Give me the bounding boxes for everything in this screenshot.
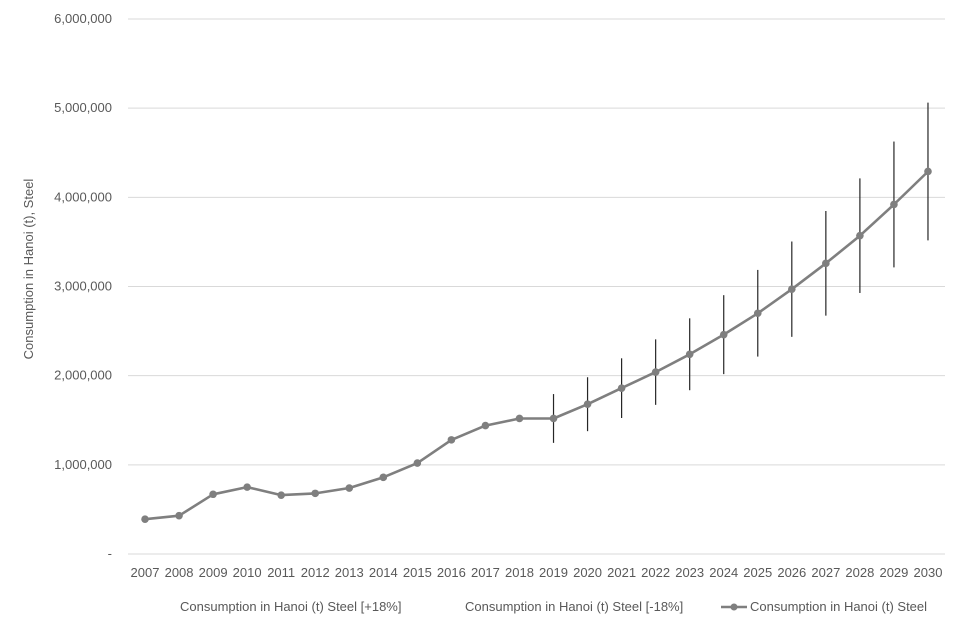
legend-marker-swatch bbox=[730, 603, 738, 611]
data-point bbox=[209, 490, 217, 499]
data-point bbox=[651, 368, 660, 376]
data-point bbox=[719, 330, 728, 339]
x-tick-label: 2027 bbox=[811, 565, 840, 580]
x-tick-label: 2025 bbox=[743, 565, 772, 580]
data-point bbox=[175, 511, 183, 520]
x-tick-label: 2016 bbox=[437, 565, 466, 580]
x-tick-label: 2007 bbox=[131, 565, 160, 580]
x-tick-label: 2021 bbox=[607, 565, 636, 580]
data-point bbox=[617, 384, 626, 392]
x-tick-label: 2022 bbox=[641, 565, 670, 580]
data-point bbox=[243, 483, 251, 491]
data-point bbox=[856, 231, 864, 240]
data-point bbox=[890, 200, 898, 209]
x-tick-label: 2010 bbox=[233, 565, 262, 580]
data-point bbox=[685, 350, 694, 359]
data-point bbox=[583, 400, 592, 409]
x-tick-label: 2008 bbox=[165, 565, 194, 580]
y-tick-label: 6,000,000 bbox=[54, 11, 112, 26]
legend-item-upper-bound: Consumption in Hanoi (t) Steel [+18%] bbox=[180, 599, 401, 614]
data-point bbox=[379, 473, 388, 482]
y-tick-labels: - 1,000,000 2,000,000 3,000,000 4,000,000 5,0… bbox=[54, 11, 112, 561]
x-tick-label: 2019 bbox=[539, 565, 568, 580]
data-point bbox=[277, 491, 285, 499]
data-points bbox=[141, 167, 932, 524]
x-tick-label: 2023 bbox=[675, 565, 704, 580]
y-tick-label: - bbox=[108, 546, 112, 561]
x-tick-labels: 2007 2008 2009 2010 2011 2012 2013 2014 2015 2016… bbox=[131, 565, 943, 580]
x-tick-label: 2014 bbox=[369, 565, 398, 580]
y-tick-label: 4,000,000 bbox=[54, 189, 112, 204]
error-bars bbox=[552, 102, 929, 443]
x-tick-label: 2013 bbox=[335, 565, 364, 580]
x-tick-label: 2017 bbox=[471, 565, 500, 580]
data-point bbox=[788, 285, 796, 293]
data-point bbox=[345, 484, 354, 492]
x-tick-label: 2009 bbox=[199, 565, 228, 580]
data-point bbox=[447, 436, 456, 444]
legend-item-lower-bound: Consumption in Hanoi (t) Steel [-18%] bbox=[465, 599, 683, 614]
legend-item-consumption: Consumption in Hanoi (t) Steel bbox=[750, 599, 927, 614]
y-tick-label: 3,000,000 bbox=[54, 279, 112, 294]
data-point bbox=[311, 489, 320, 498]
x-tick-label: 2015 bbox=[403, 565, 432, 580]
data-point bbox=[549, 414, 558, 423]
series-line bbox=[144, 170, 929, 521]
x-tick-label: 2012 bbox=[301, 565, 330, 580]
y-tick-label: 1,000,000 bbox=[54, 457, 112, 472]
data-point bbox=[515, 414, 524, 423]
x-tick-label: 2020 bbox=[573, 565, 602, 580]
x-tick-label: 2028 bbox=[845, 565, 874, 580]
gridlines bbox=[128, 18, 945, 555]
data-point bbox=[141, 515, 149, 524]
y-axis-title: Consumption in Hanoi (t), Steel bbox=[21, 179, 36, 360]
y-tick-label: 2,000,000 bbox=[54, 368, 112, 383]
data-point bbox=[924, 167, 932, 176]
data-point bbox=[753, 309, 762, 318]
legend: Consumption in Hanoi (t) Steel [+18%] Co… bbox=[180, 599, 927, 614]
data-point bbox=[822, 259, 830, 268]
x-tick-label: 2029 bbox=[879, 565, 908, 580]
y-tick-label: 5,000,000 bbox=[54, 100, 112, 115]
x-tick-label: 2011 bbox=[267, 565, 295, 580]
x-tick-label: 2018 bbox=[505, 565, 534, 580]
data-point bbox=[481, 421, 490, 430]
data-point bbox=[413, 459, 422, 467]
x-tick-label: 2026 bbox=[777, 565, 806, 580]
series-line-group bbox=[144, 170, 929, 521]
x-tick-label: 2030 bbox=[914, 565, 943, 580]
x-tick-label: 2024 bbox=[709, 565, 738, 580]
